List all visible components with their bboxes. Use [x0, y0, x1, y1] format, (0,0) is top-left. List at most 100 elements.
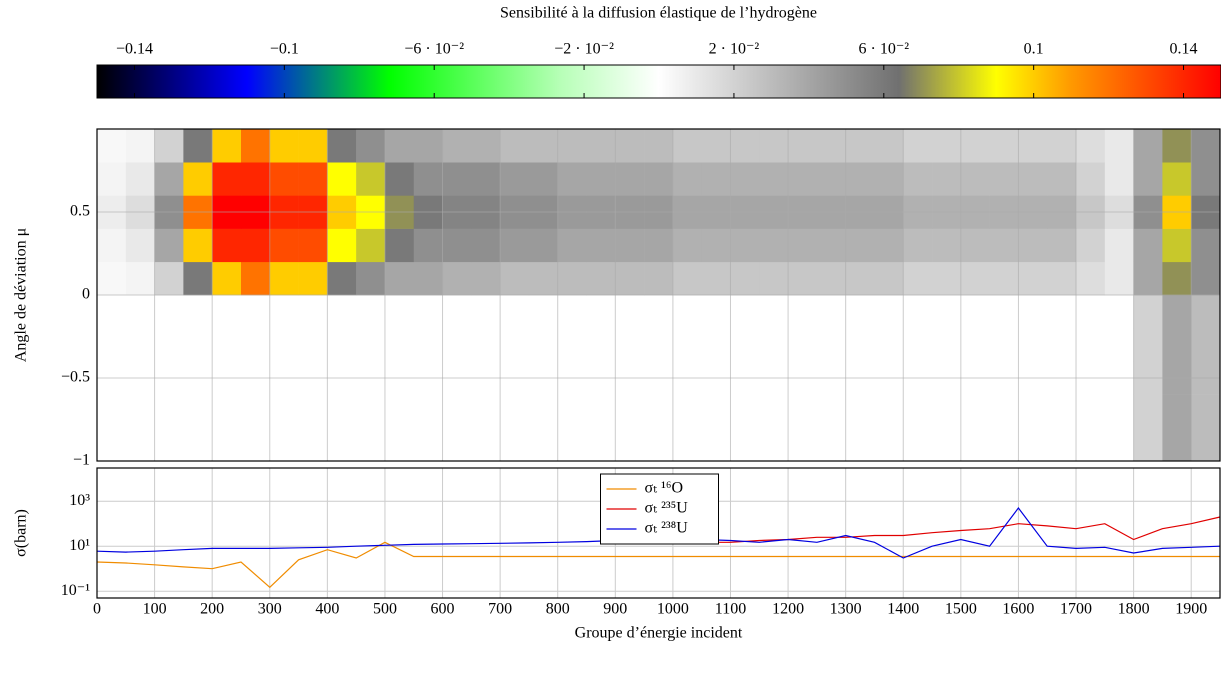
heatmap-cell [1133, 394, 1163, 429]
colorbar-tick-label: −0.14 [116, 41, 153, 58]
y-axis-title: σ(barn) [13, 509, 30, 557]
heatmap-cell [1191, 129, 1221, 163]
heatmap-cell [1191, 427, 1221, 462]
heatmap-cell [1076, 228, 1106, 263]
heatmap-cell [1191, 228, 1221, 263]
heatmap-cell [903, 162, 933, 196]
heatmap-cell [960, 228, 990, 263]
heatmap-cell [903, 228, 933, 263]
heatmap-cell [125, 162, 155, 196]
heatmap-cell [240, 261, 271, 296]
x-tick-label: 400 [315, 601, 339, 618]
heatmap-cell [384, 228, 415, 263]
heatmap-cell [413, 129, 443, 163]
heatmap-cell [759, 228, 789, 263]
x-tick-label: 600 [431, 601, 455, 618]
heatmap-cell [586, 162, 616, 196]
heatmap-cell [154, 129, 184, 163]
colorbar [96, 64, 1221, 99]
legend-label: σₜ ¹⁶O [645, 480, 684, 497]
heatmap-cell [298, 162, 328, 196]
heatmap-cell [269, 162, 299, 196]
heatmap-cell [701, 129, 731, 163]
heatmap-cell [384, 261, 415, 296]
heatmap-cell [701, 228, 731, 263]
heatmap-cell [932, 261, 962, 296]
heatmap-cell [1162, 228, 1192, 263]
heatmap-cell [183, 261, 213, 296]
x-tick-label: 100 [143, 601, 167, 618]
heatmap-cell [730, 261, 760, 296]
heatmap-cell [1191, 162, 1221, 196]
heatmap-cell [528, 129, 559, 163]
colorbar-title: Sensibilité à la diffusion élastique de … [500, 5, 817, 22]
heatmap-cell [384, 129, 415, 163]
heatmap-cell [212, 261, 242, 296]
heatmap-cell [240, 228, 271, 263]
heatmap-cell [845, 228, 875, 263]
heatmap-cell [97, 261, 127, 296]
heatmap-cell [442, 228, 472, 263]
heatmap-cell [442, 129, 472, 163]
heatmap-cell [816, 129, 846, 163]
heatmap-cell [1047, 228, 1077, 263]
heatmap-cell [298, 261, 328, 296]
heatmap-cell [1104, 261, 1134, 296]
plot-frame [96, 128, 1221, 462]
heatmap-cell [1018, 228, 1048, 263]
x-tick-label: 1600 [1002, 601, 1034, 618]
heatmap-cell [1191, 328, 1221, 362]
legend-label: σₜ ²³⁵U [645, 500, 689, 517]
series-line [96, 541, 1220, 589]
plot-frame [96, 467, 1221, 599]
heatmap-cell [500, 129, 530, 163]
heatmap-cell [183, 162, 213, 196]
heatmap-cell [528, 228, 559, 263]
heatmap-cell [1047, 162, 1077, 196]
heatmap-cell [1162, 129, 1192, 163]
heatmap-cell [327, 228, 357, 263]
heatmap-cell [1104, 129, 1134, 163]
heatmap-cell [960, 129, 990, 163]
heatmap-cell [903, 261, 933, 296]
colorbar-tick-label: 0.1 [1024, 41, 1044, 58]
heatmap-cell [500, 162, 530, 196]
heatmap-cell [932, 228, 962, 263]
y-tick-label: 0 [82, 286, 90, 303]
heatmap-cell [644, 162, 674, 196]
x-tick-label: 700 [488, 601, 512, 618]
x-tick-label: 900 [603, 601, 627, 618]
heatmap-cell [701, 162, 731, 196]
heatmap-cell [212, 129, 242, 163]
heatmap-cell [240, 162, 271, 196]
heatmap-cell [586, 129, 616, 163]
heatmap-cell [240, 129, 271, 163]
heatmap-cell [471, 228, 501, 263]
heatmap-cell [960, 261, 990, 296]
heatmap-cell [413, 228, 443, 263]
x-tick-label: 800 [546, 601, 570, 618]
heatmap-cell [154, 162, 184, 196]
heatmap-cell [730, 129, 760, 163]
heatmap-cell [816, 261, 846, 296]
heatmap-cell [125, 228, 155, 263]
x-tick-label: 300 [258, 601, 282, 618]
y-tick-label: 10¹ [69, 537, 90, 554]
heatmap-cell [845, 162, 875, 196]
heatmap-cell [97, 228, 127, 263]
y-tick-label: 0.5 [70, 203, 90, 220]
heatmap-cell [500, 261, 530, 296]
y-tick-label: −1 [73, 452, 90, 469]
heatmap-cell [298, 228, 328, 263]
heatmap-cell [644, 261, 674, 296]
heatmap-cell [759, 129, 789, 163]
heatmap-cell [960, 162, 990, 196]
x-tick-label: 1100 [715, 601, 746, 618]
heatmap-cell [183, 228, 213, 263]
colorbar-tick-label: −2 · 10⁻² [554, 41, 614, 58]
x-tick-label: 1200 [772, 601, 804, 618]
x-tick-label: 1300 [830, 601, 862, 618]
heatmap-cell [471, 129, 501, 163]
